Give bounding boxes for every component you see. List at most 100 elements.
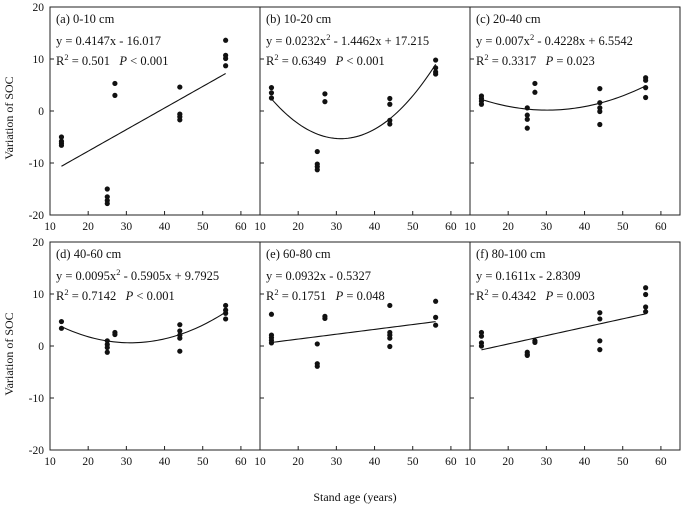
y-tick-label: 20: [33, 237, 45, 249]
x-tick-label: 20: [82, 221, 94, 233]
data-point: [387, 121, 393, 127]
data-point: [524, 105, 530, 111]
panel-2: 10 20 30 40 50 60 (c) 20-40 cm y = 0.007x2 - 0.…: [464, 6, 681, 233]
data-point: [223, 302, 229, 309]
data-point: [223, 316, 229, 322]
data-point: [223, 37, 229, 43]
x-tick-label: 30: [541, 221, 553, 233]
panel-title: (a) 0-10 cm: [56, 12, 115, 26]
data-point: [58, 325, 65, 331]
x-tick-label: 60: [235, 221, 247, 233]
data-point: [643, 309, 649, 315]
x-tick-label: 50: [197, 456, 209, 468]
data-point: [104, 344, 110, 351]
data-point: [597, 105, 603, 111]
x-tick-label: 40: [579, 456, 591, 468]
x-tick-label: 10: [464, 456, 476, 468]
data-point: [643, 291, 649, 298]
data-point: [387, 101, 393, 107]
data-point: [112, 92, 118, 98]
fit-equation: y = 0.0932x - 0.5327: [266, 269, 371, 283]
fit-statistics: R2 = 0.3317 P = 0.023: [476, 52, 595, 68]
x-tick-label: 50: [407, 221, 419, 233]
data-point: [597, 316, 603, 322]
data-point: [524, 125, 530, 131]
data-point: [597, 310, 603, 316]
panel-title: (f) 80-100 cm: [476, 247, 546, 261]
x-tick-label: 10: [464, 221, 476, 233]
y-tick-label: -10: [29, 393, 45, 405]
data-point: [597, 347, 603, 353]
x-tick-label: 20: [502, 456, 514, 468]
data-point: [322, 99, 328, 105]
x-tick-label: 50: [197, 221, 209, 233]
data-point: [478, 343, 485, 349]
fit-statistics: R2 = 0.6349 P < 0.001: [266, 52, 385, 68]
data-point: [387, 302, 393, 309]
data-point: [532, 339, 538, 345]
data-point: [387, 343, 393, 350]
data-point: [314, 363, 320, 369]
data-point: [643, 285, 649, 291]
fit-line: [271, 63, 437, 140]
fit-equation: y = 0.007x2 - 0.4228x + 6.5542: [476, 32, 633, 48]
fit-equation: y = 0.1611x - 2.8309: [476, 269, 581, 283]
data-point: [433, 322, 439, 328]
y-tick-label: -20: [29, 445, 45, 457]
x-tick-label: 20: [502, 221, 514, 233]
data-point: [223, 63, 229, 69]
x-tick-label: 10: [254, 456, 266, 468]
x-tick-label: 30: [331, 456, 343, 468]
fit-equation: y = 0.0095x2 - 0.5905x + 9.7925: [56, 267, 219, 283]
x-tick-label: 50: [617, 221, 629, 233]
y-tick-label: 0: [38, 106, 44, 118]
data-point: [597, 86, 603, 92]
x-tick-label: 40: [369, 456, 381, 468]
data-point: [387, 335, 393, 341]
fit-equation: y = 0.4147x - 16.017: [56, 34, 161, 48]
data-point: [524, 352, 530, 358]
fit-statistics: R2 = 0.501 P < 0.001: [56, 52, 168, 68]
x-tick-label: 60: [445, 456, 457, 468]
data-point: [268, 311, 275, 317]
data-point: [104, 338, 110, 344]
data-point: [433, 71, 439, 77]
data-point: [268, 85, 275, 91]
data-point: [314, 341, 320, 347]
data-point: [597, 100, 603, 106]
fit-statistics: R2 = 0.1751 P = 0.048: [266, 287, 385, 303]
x-tick-label: 10: [254, 221, 266, 233]
data-point: [478, 333, 485, 339]
data-point: [524, 112, 530, 118]
fit-line: [61, 73, 226, 167]
y-tick-label: 20: [33, 2, 45, 14]
x-tick-label: 60: [655, 456, 667, 468]
data-point: [104, 194, 110, 200]
panel-3: 10 20 30 40 50 60 -20 -10 0 10 20 (d) 40-60 cm y = 0…: [29, 237, 261, 468]
data-point: [433, 314, 439, 320]
data-point: [177, 348, 183, 354]
y-tick-label: 10: [33, 54, 45, 66]
y-tick-label: -20: [29, 210, 45, 222]
panel-5: 10 20 30 40 50 60 (f) 80-100 cm y = 0.1611x - 2…: [464, 241, 681, 468]
data-point: [643, 77, 649, 83]
x-tick-label: 30: [331, 221, 343, 233]
panel-0: 10 20 30 40 50 60 -20 -10 0 10 20 (a) 0-10 cm y = 0.…: [29, 2, 261, 233]
data-point: [524, 116, 530, 122]
data-point: [433, 57, 439, 63]
x-tick-label: 40: [579, 221, 591, 233]
data-point: [433, 65, 439, 71]
x-tick-label: 20: [292, 456, 304, 468]
x-tick-label: 40: [159, 221, 171, 233]
data-point: [177, 335, 183, 341]
data-point: [643, 304, 649, 310]
x-tick-label: 50: [617, 456, 629, 468]
panel-title: (d) 40-60 cm: [56, 247, 122, 261]
panel-4: 10 20 30 40 50 60 (e) 60-80 cm y = 0.0932x - 0.…: [254, 241, 471, 468]
data-point: [223, 55, 229, 62]
data-point: [112, 80, 118, 87]
data-point: [532, 89, 538, 95]
data-point: [58, 318, 65, 325]
data-point: [314, 167, 320, 173]
